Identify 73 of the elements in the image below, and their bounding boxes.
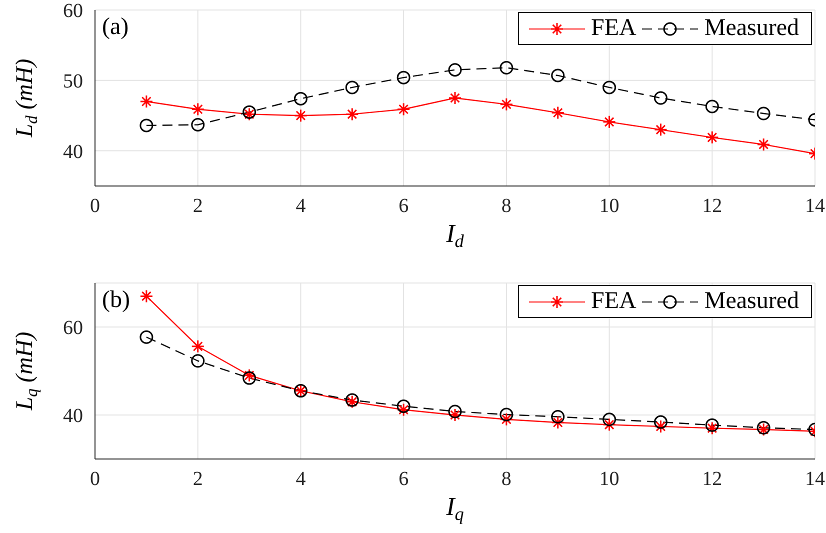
x-tick-label: 12 xyxy=(702,195,722,218)
y-tick-label: 50 xyxy=(63,70,83,92)
point xyxy=(294,92,308,106)
x-tick-label: 6 xyxy=(398,195,409,218)
point xyxy=(551,416,565,430)
y-tick-label: 60 xyxy=(63,317,83,340)
point xyxy=(654,91,668,105)
x-tick-label: 2 xyxy=(192,195,203,218)
point xyxy=(396,402,410,416)
point xyxy=(705,100,719,114)
x-axis-title: I$_{q}$ xyxy=(445,492,464,524)
point xyxy=(140,289,154,303)
point xyxy=(602,418,616,432)
y-tick-label: 40 xyxy=(63,140,83,163)
x-tick-label: 10 xyxy=(599,468,620,490)
annotation: (a) xyxy=(102,14,129,41)
point xyxy=(756,106,770,120)
point xyxy=(500,408,514,422)
point xyxy=(602,115,616,129)
point xyxy=(242,368,256,382)
x-tick-label: 4 xyxy=(296,195,306,218)
x-tick-label: 0 xyxy=(90,195,100,218)
point xyxy=(140,94,154,108)
point xyxy=(500,60,514,74)
point xyxy=(654,420,668,434)
legend-label: FEA xyxy=(591,15,636,42)
x-tick-label: 8 xyxy=(501,195,512,218)
point xyxy=(500,98,514,112)
point xyxy=(551,410,565,424)
x-tick-label: 6 xyxy=(398,468,409,490)
point xyxy=(396,102,410,116)
point xyxy=(345,80,359,94)
point xyxy=(654,122,668,136)
point xyxy=(500,412,514,426)
x-tick-label: 10 xyxy=(599,195,620,218)
point xyxy=(242,371,256,385)
point xyxy=(191,340,205,354)
x-tick-label: 14 xyxy=(805,195,825,218)
point xyxy=(602,80,616,94)
point xyxy=(705,418,719,432)
x-tick-label: 14 xyxy=(805,468,825,490)
point xyxy=(654,415,668,429)
point xyxy=(191,354,205,368)
point xyxy=(551,68,565,82)
point xyxy=(191,118,205,132)
point xyxy=(140,330,154,344)
legend-label: Measured xyxy=(704,15,799,42)
point xyxy=(448,63,462,77)
point xyxy=(294,108,308,122)
point xyxy=(448,91,462,105)
point xyxy=(396,399,410,413)
x-tick-label: 2 xyxy=(192,468,203,490)
annotation: (b) xyxy=(102,287,130,314)
y-tick-label: 40 xyxy=(63,405,83,428)
point xyxy=(448,408,462,422)
legend-label: Measured xyxy=(704,288,799,315)
point xyxy=(551,106,565,120)
x-tick-label: 8 xyxy=(501,468,512,490)
point xyxy=(345,107,359,121)
point xyxy=(448,404,462,418)
y-tick-label: 60 xyxy=(63,0,83,22)
point xyxy=(602,412,616,426)
x-tick-label: 0 xyxy=(90,468,100,490)
legend-label: FEA xyxy=(591,288,636,315)
point xyxy=(705,421,719,435)
x-axis-title: I$_{d}$ xyxy=(445,219,465,252)
point xyxy=(396,70,410,84)
point xyxy=(705,130,719,144)
point xyxy=(140,118,154,132)
x-tick-label: 4 xyxy=(296,468,306,490)
x-tick-label: 12 xyxy=(702,468,722,490)
point xyxy=(756,138,770,152)
point xyxy=(191,102,205,116)
